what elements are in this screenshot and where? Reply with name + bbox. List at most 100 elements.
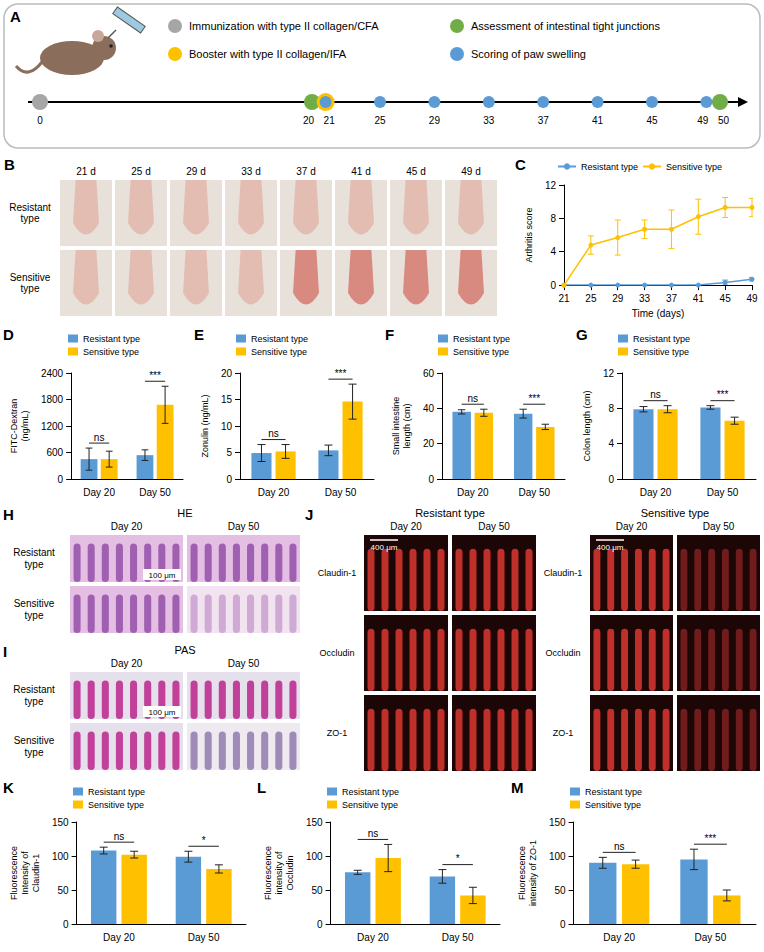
svg-text:ns: ns	[650, 389, 661, 400]
svg-text:60: 60	[423, 368, 435, 379]
svg-text:Sensitive type: Sensitive type	[666, 162, 722, 172]
svg-text:type: type	[25, 696, 44, 707]
svg-text:Day 50: Day 50	[518, 487, 550, 498]
svg-text:length (cm): length (cm)	[402, 403, 412, 448]
svg-text:HE: HE	[177, 507, 192, 519]
svg-text:400 μm: 400 μm	[597, 543, 624, 552]
svg-text:PAS: PAS	[174, 644, 195, 656]
svg-text:Assessment of intestinal tight: Assessment of intestinal tight junctions	[471, 20, 660, 32]
svg-text:Resistant type: Resistant type	[415, 507, 485, 519]
svg-text:400 μm: 400 μm	[371, 543, 398, 552]
svg-text:Fluorescence: Fluorescence	[9, 846, 19, 900]
svg-text:25 d: 25 d	[131, 166, 150, 177]
svg-text:Day 20: Day 20	[640, 487, 672, 498]
svg-text:33 d: 33 d	[241, 166, 260, 177]
svg-text:ZO-1: ZO-1	[327, 728, 348, 738]
svg-text:Sensitive type: Sensitive type	[585, 800, 641, 810]
svg-text:Day 20: Day 20	[111, 658, 143, 669]
svg-text:Day 50: Day 50	[325, 487, 357, 498]
svg-text:Occludin: Occludin	[319, 648, 354, 658]
svg-text:Time (days): Time (days)	[632, 308, 684, 319]
svg-text:ns: ns	[614, 841, 625, 852]
svg-text:25: 25	[374, 115, 386, 126]
svg-text:ZO-1: ZO-1	[553, 728, 574, 738]
svg-text:Resistant: Resistant	[9, 202, 51, 213]
svg-text:H: H	[3, 506, 14, 523]
svg-text:20: 20	[303, 115, 315, 126]
svg-text:45 d: 45 d	[406, 166, 425, 177]
svg-text:Day 20: Day 20	[390, 521, 422, 532]
svg-text:Claudin-1: Claudin-1	[318, 568, 357, 578]
svg-text:41 d: 41 d	[351, 166, 370, 177]
svg-text:12: 12	[603, 368, 615, 379]
svg-text:intensity of: intensity of	[274, 851, 284, 895]
svg-text:Day 20: Day 20	[357, 932, 389, 943]
svg-text:K: K	[3, 779, 14, 796]
svg-text:29: 29	[612, 293, 624, 304]
svg-text:0: 0	[63, 919, 69, 930]
svg-text:Sensitive type: Sensitive type	[633, 347, 689, 357]
svg-text:A: A	[10, 8, 21, 25]
svg-text:0: 0	[428, 474, 434, 485]
svg-text:ns: ns	[467, 393, 478, 404]
svg-text:0: 0	[550, 280, 556, 291]
svg-text:ns: ns	[114, 831, 125, 842]
svg-text:Claudin-1: Claudin-1	[544, 568, 583, 578]
svg-text:type: type	[25, 747, 44, 758]
svg-text:8: 8	[550, 213, 556, 224]
svg-text:41: 41	[693, 293, 705, 304]
svg-text:150: 150	[306, 817, 323, 828]
svg-text:Day 20: Day 20	[603, 932, 635, 943]
svg-text:100 μm: 100 μm	[149, 708, 176, 717]
svg-text:Sensitive type: Sensitive type	[88, 800, 144, 810]
svg-text:Sensitive: Sensitive	[14, 735, 55, 746]
svg-text:Resistant type: Resistant type	[88, 787, 145, 797]
svg-text:*: *	[202, 835, 206, 846]
svg-text:20: 20	[423, 438, 435, 449]
svg-text:40: 40	[423, 403, 435, 414]
svg-text:50: 50	[718, 115, 730, 126]
svg-text:Claudin-1: Claudin-1	[31, 854, 41, 893]
svg-text:intensity of ZO-1: intensity of ZO-1	[528, 840, 538, 906]
svg-text:Sensitive type: Sensitive type	[641, 507, 709, 519]
svg-text:100: 100	[52, 851, 69, 862]
svg-text:49: 49	[746, 293, 758, 304]
svg-text:Resistant type: Resistant type	[83, 334, 140, 344]
svg-text:J: J	[305, 506, 313, 523]
svg-text:*: *	[456, 853, 460, 864]
svg-text:Day 50: Day 50	[228, 658, 260, 669]
svg-text:50: 50	[311, 885, 323, 896]
svg-text:Sensitive: Sensitive	[14, 598, 55, 609]
svg-text:37 d: 37 d	[296, 166, 315, 177]
svg-text:5: 5	[226, 447, 232, 458]
svg-text:F: F	[385, 326, 394, 343]
svg-text:Day 50: Day 50	[442, 932, 474, 943]
svg-text:Colon length (cm): Colon length (cm)	[582, 390, 592, 461]
svg-text:Day 20: Day 20	[83, 487, 115, 498]
svg-text:Booster with type II collagen/: Booster with type II collagen/IFA	[189, 48, 347, 60]
svg-text:ns: ns	[368, 828, 379, 839]
svg-text:1800: 1800	[41, 394, 64, 405]
svg-text:150: 150	[52, 817, 69, 828]
svg-text:L: L	[257, 779, 266, 796]
svg-text:0: 0	[317, 919, 323, 930]
svg-text:***: ***	[149, 370, 161, 381]
svg-text:***: ***	[528, 393, 540, 404]
svg-text:49: 49	[697, 115, 709, 126]
svg-text:50: 50	[554, 885, 566, 896]
svg-text:45: 45	[720, 293, 732, 304]
svg-text:21: 21	[558, 293, 570, 304]
svg-text:10: 10	[221, 421, 233, 432]
svg-text:Day 20: Day 20	[258, 487, 290, 498]
svg-text:Zonulin (ng/mL): Zonulin (ng/mL)	[200, 394, 210, 457]
svg-text:Sensitive: Sensitive	[10, 272, 51, 283]
svg-text:Resistant type: Resistant type	[251, 334, 308, 344]
svg-text:20: 20	[221, 368, 233, 379]
svg-text:21: 21	[324, 115, 336, 126]
svg-text:Day 50: Day 50	[188, 932, 220, 943]
svg-text:Resistant: Resistant	[13, 684, 55, 695]
svg-text:Sensitive type: Sensitive type	[342, 800, 398, 810]
svg-text:C: C	[515, 156, 526, 173]
svg-text:M: M	[511, 779, 524, 796]
svg-text:21 d: 21 d	[76, 166, 95, 177]
